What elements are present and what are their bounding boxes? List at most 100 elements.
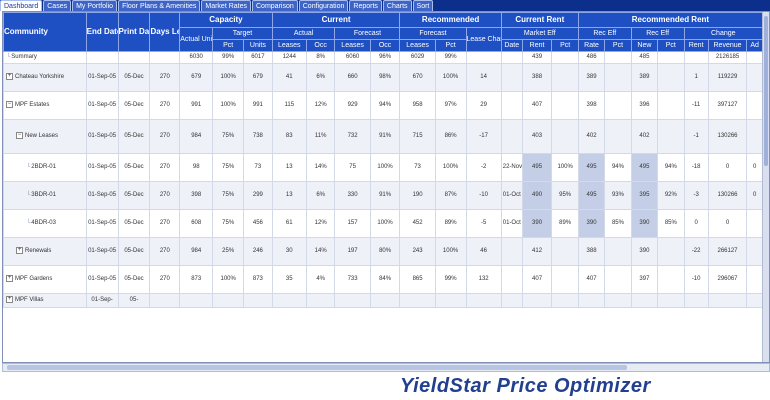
col-actual-units[interactable]: Actual Units: [179, 27, 214, 52]
community-cell[interactable]: + MPF Gardens: [3, 265, 87, 294]
community-cell[interactable]: − MPF Estates: [3, 91, 87, 120]
tab-market-rates[interactable]: Market Rates: [201, 0, 251, 11]
cell-rec-leases: 452: [399, 209, 436, 238]
community-cell[interactable]: └2BDR-01: [3, 153, 87, 182]
cell-lease-change: 132: [465, 265, 502, 294]
sub-rec-pct[interactable]: Pct: [434, 39, 467, 52]
table-row[interactable]: └3BDR-01 01-Sep-05 05-Dec 270 398 75% 299 13 6% 3…: [3, 181, 763, 210]
sub-actual-leases[interactable]: Leases: [271, 39, 307, 52]
sub-target-units[interactable]: Units: [243, 39, 273, 52]
sub-market-date[interactable]: Date: [500, 39, 523, 52]
tab-charts[interactable]: Charts: [382, 0, 412, 11]
table-row[interactable]: + Renewals 01-Sep-05 05-Dec 270 984 25% 246 30 14…: [3, 237, 763, 266]
tab-sort[interactable]: Sort: [412, 0, 434, 11]
cell-cr-rent: 495: [521, 153, 553, 182]
community-cell[interactable]: + Chateau Yorkshire: [3, 63, 87, 92]
cell-print: 05-Dec: [117, 265, 151, 294]
cell-target-units: 679: [243, 63, 273, 92]
col-end-date[interactable]: End Date: [85, 12, 119, 52]
community-cell[interactable]: + Renewals: [3, 237, 87, 266]
col-market-eff[interactable]: Market Eff: [500, 27, 579, 40]
sub-change-ad[interactable]: Ad: [746, 39, 763, 52]
community-cell[interactable]: − New Leases: [3, 119, 87, 154]
collapse-icon[interactable]: −: [6, 101, 13, 109]
cell-print: 05-Dec: [117, 153, 151, 182]
table-row[interactable]: + MPF Villas 01-Sep- 05-: [3, 293, 763, 308]
community-name: 4BDR-03: [31, 219, 56, 226]
cell-fc-leases: 330: [334, 181, 371, 210]
cell-print: 05-Dec: [117, 91, 151, 120]
tab-reports[interactable]: Reports: [349, 0, 382, 11]
cell-cr-rent: 403: [521, 119, 553, 154]
col-print-date[interactable]: Print Date: [117, 12, 151, 52]
horizontal-scrollbar[interactable]: [2, 363, 770, 372]
expand-icon[interactable]: +: [6, 275, 13, 283]
tree-branch-icon: └: [26, 219, 31, 226]
sub-market-rent[interactable]: Rent: [521, 39, 553, 52]
community-cell[interactable]: └4BDR-03: [3, 209, 87, 238]
col-rec-eff[interactable]: Rec Eff: [630, 27, 685, 40]
col-target[interactable]: Target: [212, 27, 273, 40]
col-actual[interactable]: Actual: [271, 27, 336, 40]
sub-rec-leases[interactable]: Leases: [399, 39, 436, 52]
col-community[interactable]: Community: [3, 12, 87, 52]
sub-actual-occ[interactable]: Occ: [305, 39, 336, 52]
table-row[interactable]: + MPF Gardens 01-Sep-05 05-Dec 270 873 100% 873…: [3, 265, 763, 294]
col-rec-forecast[interactable]: Forecast: [399, 27, 467, 40]
tab-cases[interactable]: Cases: [43, 0, 72, 11]
expand-icon[interactable]: +: [16, 247, 23, 255]
cell-rc-rate: 398: [577, 91, 606, 120]
sub-change-rent[interactable]: Rent: [683, 39, 709, 52]
table-row[interactable]: └Summary 6030 99% 6017 1244 8% 6060 96% 6029 99% 4…: [3, 51, 763, 64]
tab-configuration[interactable]: Configuration: [298, 0, 349, 11]
community-cell[interactable]: + MPF Villas: [3, 293, 87, 308]
cell-days: 270: [149, 209, 181, 238]
table-row[interactable]: └2BDR-01 01-Sep-05 05-Dec 270 98 75% 73 13 14% 75…: [3, 153, 763, 182]
sub-forecast-leases[interactable]: Leases: [334, 39, 371, 52]
sub-change-revenue[interactable]: Revenue: [707, 39, 748, 52]
table-row[interactable]: + Chateau Yorkshire 01-Sep-05 05-Dec 270 679 1…: [3, 63, 763, 92]
collapse-icon[interactable]: −: [16, 132, 23, 140]
sub-forecast-occ[interactable]: Occ: [369, 39, 401, 52]
cell-rc-rate: 388: [577, 237, 606, 266]
tab-floor-plans-amenities[interactable]: Floor Plans & Amenities: [118, 0, 201, 11]
cell-rc-pct: [604, 265, 632, 294]
cell-cur-leases: 35: [271, 265, 307, 294]
community-cell[interactable]: └3BDR-01: [3, 181, 87, 210]
horizontal-scroll-thumb[interactable]: [7, 365, 627, 370]
cell-fc-occ: 80%: [369, 237, 401, 266]
col-lease-change[interactable]: Lease Change: [465, 27, 502, 52]
cell-rc-rate: 402: [577, 119, 606, 154]
cell-rc-new-pct: 85%: [657, 209, 685, 238]
vertical-scroll-thumb[interactable]: [764, 16, 768, 166]
col-change[interactable]: Change: [683, 27, 763, 40]
table-row[interactable]: − MPF Estates 01-Sep-05 05-Dec 270 991 100% 991…: [3, 91, 763, 120]
sub-recent-pct[interactable]: Pct: [604, 39, 632, 52]
expand-icon[interactable]: +: [6, 296, 13, 304]
cell-rec-pct: 99%: [434, 51, 467, 64]
community-cell[interactable]: └Summary: [3, 51, 87, 64]
expand-icon[interactable]: +: [6, 73, 13, 81]
data-grid: Community End Date Print Date Days Left …: [3, 12, 763, 362]
col-recent-eff[interactable]: Rec Eff: [577, 27, 632, 40]
cell-actual-units: 608: [179, 209, 214, 238]
cell-fc-occ: 100%: [369, 153, 401, 182]
col-forecast[interactable]: Forecast: [334, 27, 401, 40]
sub-rec-new-pct[interactable]: Pct: [657, 39, 685, 52]
tab-comparison[interactable]: Comparison: [252, 0, 298, 11]
tab-dashboard[interactable]: Dashboard: [0, 0, 43, 11]
cell-rc-new: 396: [630, 91, 659, 120]
sub-rec-new[interactable]: New: [630, 39, 659, 52]
cell-cr-pct: 100%: [551, 153, 579, 182]
col-days-left[interactable]: Days Left: [149, 12, 181, 52]
cell-ch-rent: 1: [683, 63, 709, 92]
sub-market-pct[interactable]: Pct: [551, 39, 579, 52]
table-row[interactable]: − New Leases 01-Sep-05 05-Dec 270 984 75% 738 83…: [3, 119, 763, 154]
sub-target-pct[interactable]: Pct: [212, 39, 245, 52]
tab-my-portfolio[interactable]: My Portfolio: [72, 0, 118, 11]
table-row[interactable]: └4BDR-03 01-Sep-05 05-Dec 270 608 75% 456 61 12%…: [3, 209, 763, 238]
vertical-scrollbar[interactable]: [762, 12, 769, 362]
tab-bar: Dashboard Cases My Portfolio Floor Plans & …: [0, 0, 770, 11]
cell-cr-rent: [521, 293, 553, 308]
sub-recent-rate[interactable]: Rate: [577, 39, 606, 52]
